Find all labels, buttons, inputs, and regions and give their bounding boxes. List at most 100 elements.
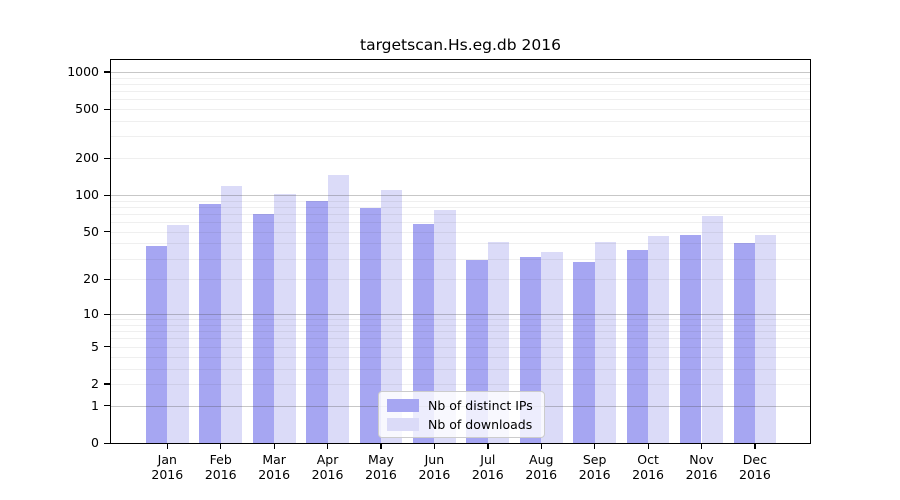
y-tick-label: 1000 — [67, 63, 99, 79]
y-tick-label: 50 — [83, 223, 99, 239]
x-tick-mark — [487, 444, 489, 449]
y-tick-mark — [104, 313, 110, 315]
x-tick-label-month: Jul — [480, 452, 496, 467]
legend-label-distinct-ips: Nb of distinct IPs — [428, 397, 533, 413]
y-tick-label: 500 — [75, 101, 99, 117]
bar-downloads-may — [380, 189, 403, 444]
x-tick-label-year: 2016 — [632, 467, 664, 482]
x-tick-label-month: Jan — [157, 452, 177, 467]
x-tick-mark — [273, 444, 275, 449]
legend-item-distinct-ips: Nb of distinct IPs — [387, 398, 536, 413]
y-tick-mark — [104, 157, 110, 159]
x-tick-label-month: Aug — [529, 452, 554, 467]
x-tick-label-month: Oct — [637, 452, 659, 467]
x-tick-mark — [540, 444, 542, 449]
x-tick-mark — [594, 444, 596, 449]
y-tick-mark — [104, 442, 110, 444]
y-tick-label: 1 — [91, 397, 99, 413]
x-tick-label-month: Nov — [689, 452, 714, 467]
minor-gridline — [110, 90, 811, 92]
x-tick-label-year: 2016 — [151, 467, 184, 482]
legend: Nb of distinct IPs Nb of downloads — [378, 391, 545, 438]
minor-gridline — [110, 200, 811, 202]
bar-ips-sep — [573, 262, 595, 444]
minor-gridline — [110, 120, 811, 122]
y-tick-label: 10 — [83, 306, 99, 322]
y-tick-mark — [104, 231, 110, 233]
x-tick-label-month: Mar — [262, 452, 286, 467]
legend-swatch-downloads — [387, 417, 419, 431]
bar-downloads-jan — [167, 224, 189, 444]
chart-title: targetscan.Hs.eg.db 2016 — [360, 36, 561, 54]
bar-downloads-dec — [754, 235, 777, 444]
plot-area — [110, 59, 811, 444]
major-gridline — [110, 71, 811, 73]
y-tick-label: 2 — [91, 375, 99, 391]
x-tick-mark — [327, 444, 329, 449]
bar-ips-apr — [306, 200, 328, 444]
x-tick-mark — [433, 444, 436, 449]
x-tick-label-year: 2016 — [525, 467, 558, 482]
bar-downloads-nov — [701, 215, 723, 444]
x-tick-mark — [220, 444, 222, 449]
y-tick-label: 5 — [91, 338, 99, 354]
bar-ips-mar — [252, 213, 275, 444]
minor-gridline — [110, 99, 811, 101]
x-tick-mark — [754, 444, 756, 449]
legend-swatch-distinct-ips — [387, 398, 419, 412]
x-tick-label-year: 2016 — [471, 467, 504, 482]
y-tick-mark — [104, 278, 110, 281]
y-tick-label: 100 — [75, 187, 99, 203]
minor-gridline — [110, 83, 811, 85]
x-tick-label-year: 2016 — [311, 467, 344, 482]
x-tick-mark — [380, 444, 382, 449]
y-tick-label: 200 — [75, 150, 99, 166]
legend-item-downloads: Nb of downloads — [387, 417, 536, 432]
x-tick-label-year: 2016 — [258, 467, 291, 482]
x-tick-label-year: 2016 — [739, 467, 771, 482]
x-tick-label-month: Jun — [424, 452, 445, 467]
minor-gridline — [110, 158, 811, 160]
bar-ips-jun — [413, 223, 435, 444]
major-gridline — [110, 195, 811, 197]
legend-label-downloads: Nb of downloads — [428, 416, 533, 432]
minor-gridline — [110, 109, 811, 111]
x-tick-label-year: 2016 — [204, 467, 237, 482]
x-tick-label-month: May — [368, 452, 394, 467]
bar-downloads-oct — [648, 236, 670, 444]
x-tick-label-month: Sep — [582, 452, 607, 467]
bar-ips-feb — [199, 204, 221, 444]
y-tick-mark — [104, 346, 110, 348]
x-tick-label-month: Apr — [316, 452, 339, 467]
bar-downloads-jun — [434, 210, 456, 444]
bar-ips-may — [359, 207, 381, 444]
minor-gridline — [110, 77, 811, 79]
y-tick-mark — [104, 194, 110, 196]
x-tick-label-year: 2016 — [418, 467, 451, 482]
bar-downloads-sep — [594, 242, 617, 444]
bar-ips-jan — [145, 246, 168, 444]
y-tick-mark — [104, 405, 110, 407]
bar-ips-dec — [733, 243, 755, 444]
x-tick-mark — [701, 444, 703, 449]
x-tick-mark — [166, 444, 168, 449]
bar-ips-oct — [626, 250, 649, 444]
bar-downloads-feb — [220, 185, 243, 444]
y-tick-mark — [104, 108, 110, 110]
y-tick-label: 20 — [83, 271, 99, 287]
x-tick-label-year: 2016 — [685, 467, 718, 482]
y-tick-mark — [104, 71, 110, 73]
x-tick-label-year: 2016 — [365, 467, 397, 482]
x-tick-mark — [647, 444, 649, 449]
x-tick-label-year: 2016 — [578, 467, 611, 482]
bar-downloads-aug — [541, 251, 563, 444]
bar-downloads-apr — [327, 175, 349, 444]
x-tick-label-month: Dec — [742, 452, 767, 467]
y-tick-mark — [104, 383, 110, 385]
x-tick-label-month: Feb — [209, 452, 232, 467]
minor-gridline — [110, 136, 811, 138]
y-tick-label: 0 — [91, 435, 99, 450]
bar-ips-nov — [680, 235, 702, 444]
bar-downloads-mar — [274, 194, 296, 444]
